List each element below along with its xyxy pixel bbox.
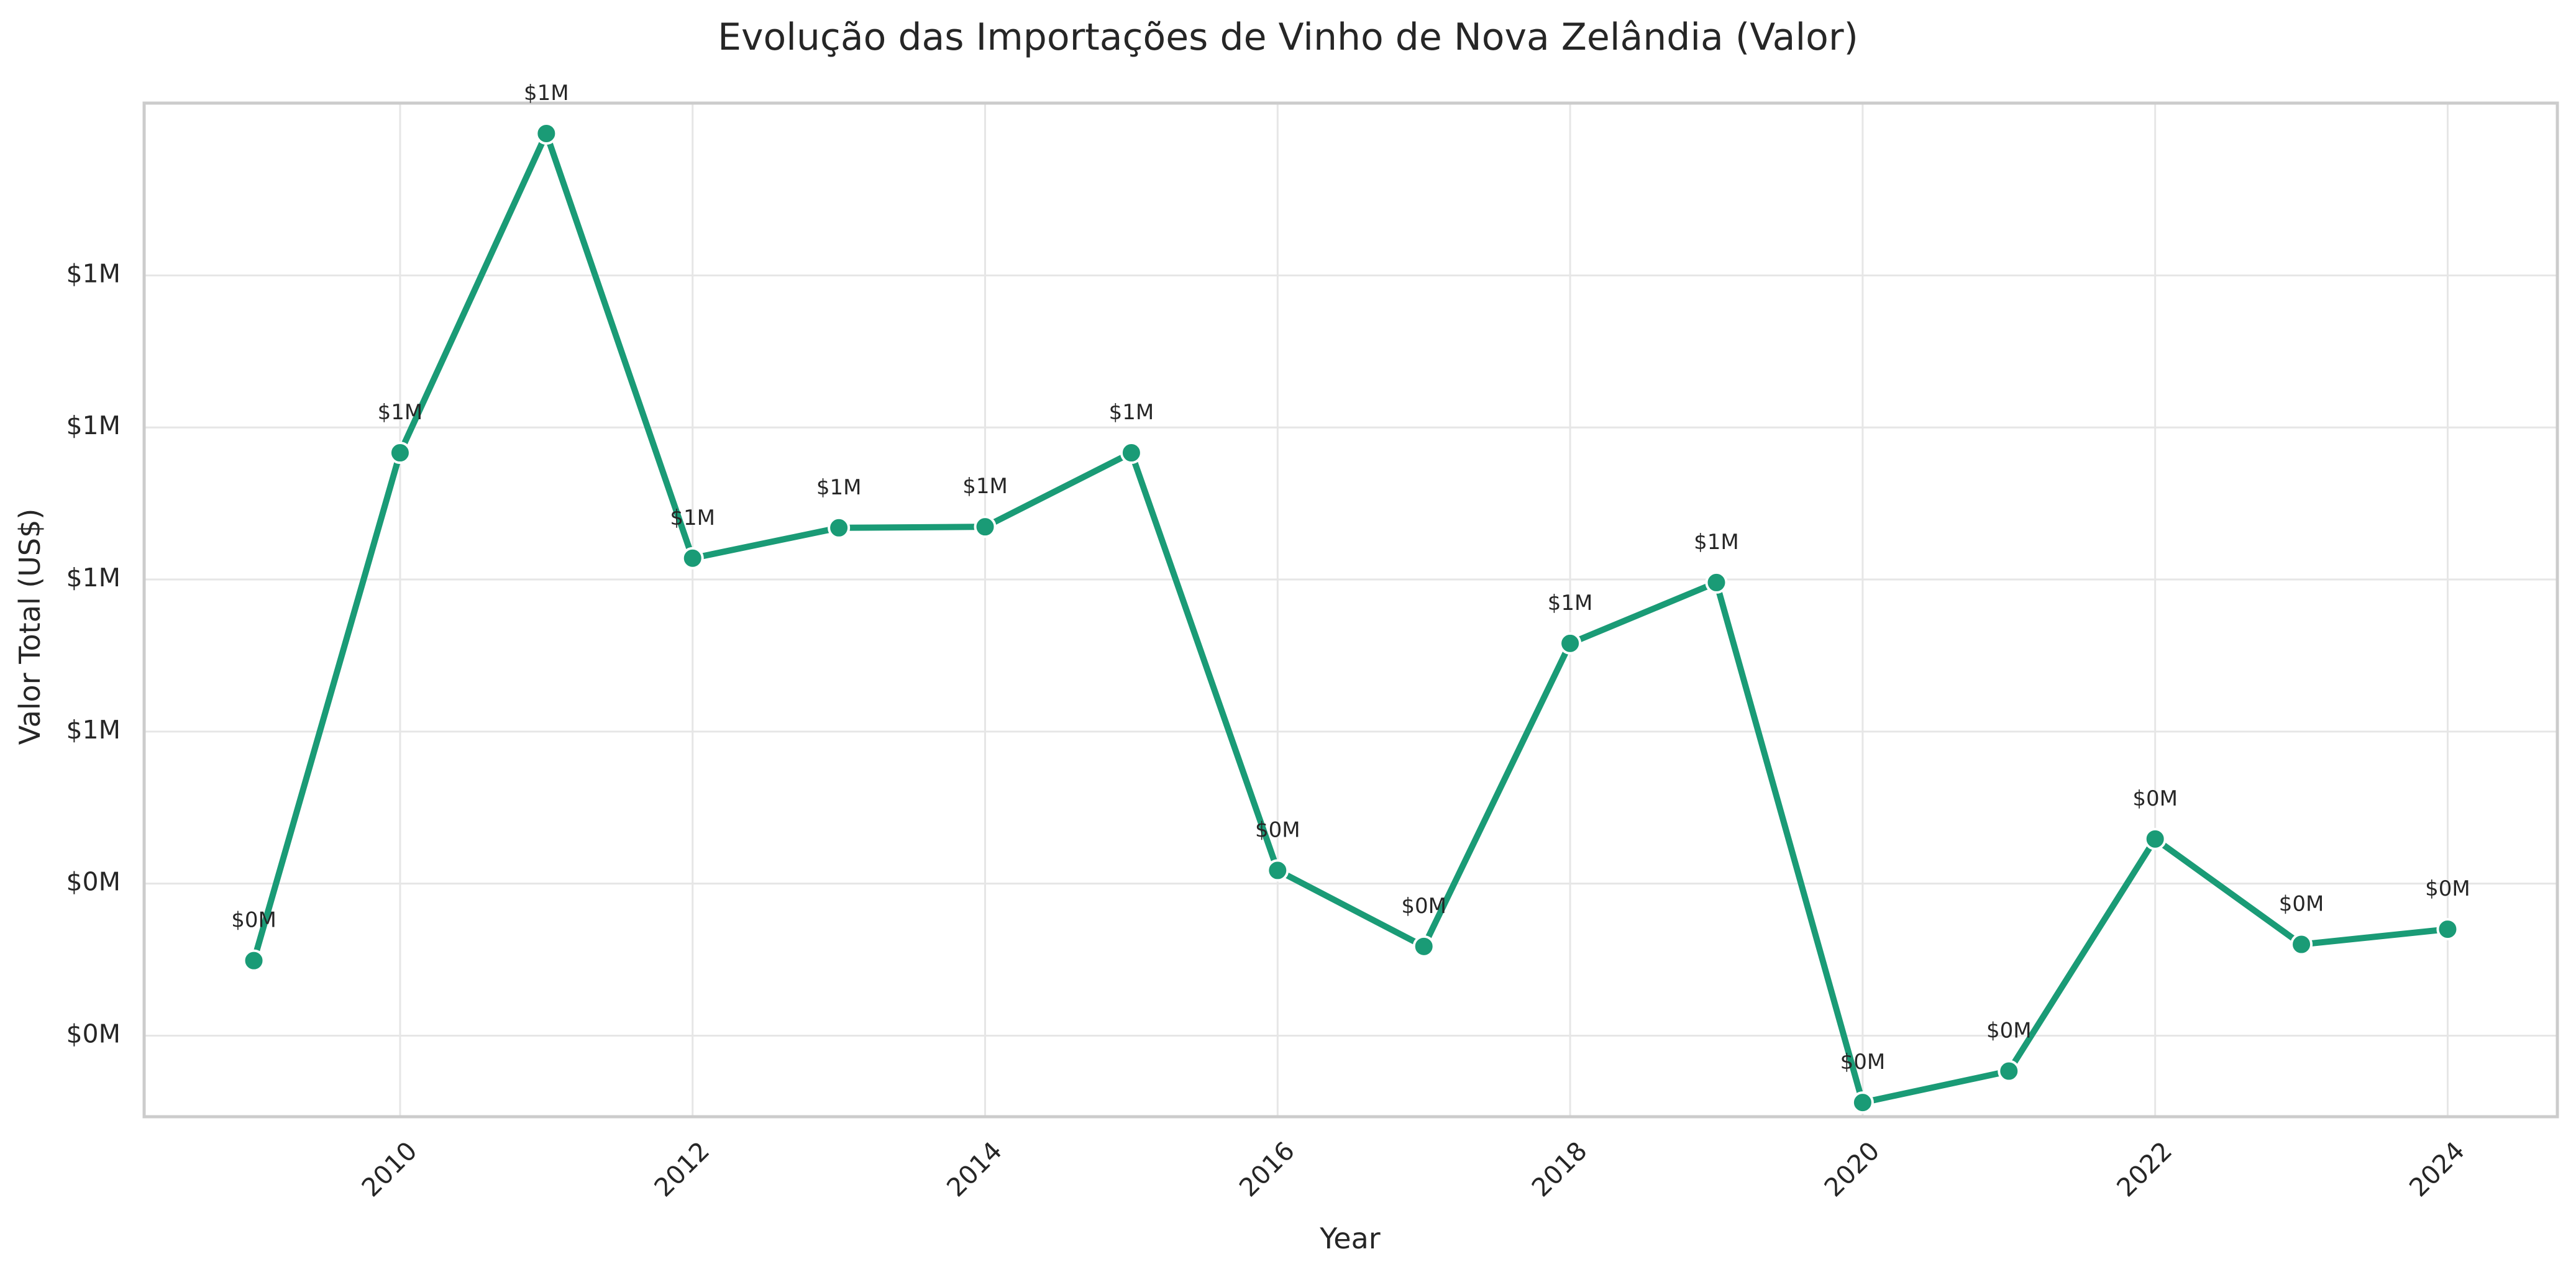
x-axis-label: Year [1319,1222,1380,1255]
data-point [2144,827,2167,850]
data-label: $1M [524,81,569,106]
plot-frame [142,101,2559,1119]
data-point [1705,571,1728,594]
data-label: $0M [2132,786,2178,811]
data-label: $0M [1840,1050,1886,1074]
y-tick-label: $1M [66,411,121,440]
x-tick-label: 2022 [2111,1136,2178,1203]
x-tick-label: 2016 [1233,1136,1300,1203]
series-line-layer [250,130,2451,1106]
data-point [1851,1091,1874,1114]
grid-lines [144,103,2557,1117]
data-label-layer: $0M $1M $1M $1M $1M $1M $1M $0M $0M $1M $1M $0M $0M $… [231,81,2470,1074]
data-label: $1M [378,400,423,425]
data-point [535,122,558,145]
data-label: $1M [670,506,715,530]
y-tick-label: $1M [66,258,121,288]
data-point [1559,632,1582,655]
data-point [1120,442,1143,465]
data-point [1412,935,1435,958]
y-tick-label: $1M [66,715,121,745]
data-label: $0M [231,908,276,933]
data-point [388,442,411,465]
data-label: $1M [962,474,1008,499]
x-tick-label: 2018 [1526,1136,1593,1203]
data-label: $0M [1255,817,1300,842]
data-point [242,949,265,972]
data-label: $0M [1401,894,1446,919]
data-point [1998,1060,2021,1083]
x-tick-labels: 2010 2012 2014 2016 2018 2020 2022 2024 [356,1136,2470,1203]
data-point [1266,859,1289,882]
data-point [681,547,704,570]
data-label: $1M [1694,530,1739,555]
x-tick-label: 2010 [356,1136,423,1203]
data-point [828,516,851,539]
y-axis-label: Valor Total (US$) [13,509,47,745]
y-tick-labels: $0M $0M $1M $1M $1M $1M [66,258,121,1048]
data-label: $1M [1109,400,1154,425]
x-tick-label: 2014 [941,1136,1008,1203]
x-tick-label: 2012 [649,1136,716,1203]
x-tick-label: 2024 [2403,1136,2470,1203]
data-point [974,516,997,538]
data-point [2290,933,2313,956]
data-label: $0M [2279,892,2324,917]
data-label: $0M [1986,1019,2032,1043]
y-tick-label: $0M [66,1019,121,1048]
data-label: $1M [1548,591,1593,616]
data-point-layer [242,122,2459,1114]
series-line [250,130,2451,1106]
chart-title: Evolução das Importações de Vinho de Nov… [718,16,1858,59]
data-label: $1M [816,475,862,500]
x-tick-label: 2020 [1819,1136,1886,1203]
y-tick-label: $0M [66,867,121,897]
data-point [2436,918,2459,941]
y-tick-label: $1M [66,563,121,593]
data-label: $0M [2425,876,2470,901]
